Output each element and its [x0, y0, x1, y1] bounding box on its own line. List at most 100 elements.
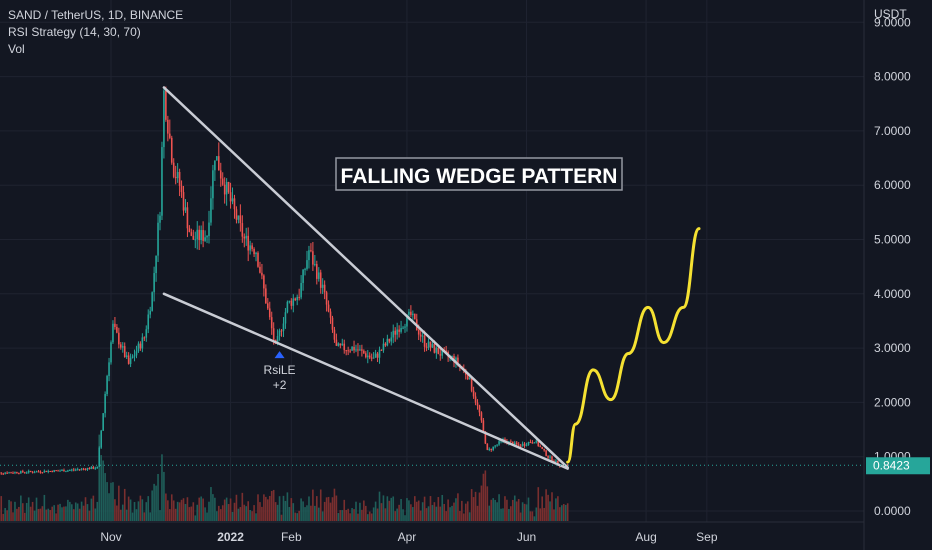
candle-body: [167, 119, 169, 134]
projection-line[interactable]: [566, 227, 701, 464]
volume-bar: [218, 505, 220, 521]
candle-body: [239, 215, 242, 224]
volume-bar: [67, 499, 69, 521]
candle-body: [519, 445, 522, 447]
wedge-lines[interactable]: [162, 86, 569, 470]
volume-bar: [0, 496, 3, 521]
candle-body: [290, 300, 293, 306]
last-price-value: 0.8423: [873, 458, 910, 472]
volume-bar: [459, 511, 461, 521]
volume-bar: [94, 508, 97, 521]
candle-body: [55, 470, 57, 472]
candle-body: [218, 156, 220, 171]
candle-body: [304, 268, 306, 270]
volume-bar: [268, 495, 271, 521]
volume-bar: [139, 495, 142, 521]
volume-bar: [259, 502, 261, 521]
volume-bar: [472, 497, 475, 521]
candle-body: [94, 468, 97, 470]
volume-bar: [147, 496, 150, 521]
volume-bar: [406, 498, 408, 521]
candle-body: [488, 448, 491, 450]
volume-bar: [288, 507, 291, 521]
volume-legend[interactable]: Vol: [8, 42, 25, 56]
candle-body: [229, 192, 232, 202]
volume-bar: [539, 508, 542, 521]
volume-bar: [80, 501, 83, 521]
price-tick-label: 8.0000: [874, 70, 911, 84]
candle-body: [231, 198, 234, 202]
candle-body: [527, 442, 530, 446]
symbol-title[interactable]: SAND / TetherUS, 1D, BINANCE: [8, 8, 184, 22]
candle-body: [196, 229, 199, 240]
candle-body: [116, 326, 118, 333]
candle-body: [184, 207, 187, 211]
candle-body: [100, 430, 102, 448]
candle-body: [353, 346, 355, 351]
volume-bar: [510, 506, 512, 521]
currency-unit: USDT: [874, 7, 907, 21]
projection-path[interactable]: [566, 227, 701, 464]
candle-body: [141, 337, 144, 349]
candle-body: [16, 472, 18, 474]
volume-bar: [55, 513, 57, 521]
candle-body: [543, 448, 545, 451]
volume-bar: [306, 505, 308, 521]
candle-body: [225, 181, 228, 195]
time-axis[interactable]: Nov 2022 Feb Apr Jun Aug Sep: [0, 521, 864, 544]
candle-body: [417, 329, 420, 335]
candle-body: [74, 469, 77, 471]
candle-body: [163, 90, 165, 148]
signal-marker[interactable]: RsiLE +2: [264, 351, 296, 392]
candle-body: [72, 469, 75, 471]
volume-bar: [519, 512, 522, 521]
candle-body: [380, 349, 383, 351]
wedge-lower-line[interactable]: [162, 292, 569, 470]
candle-body: [102, 413, 104, 431]
volume-bar: [327, 496, 330, 521]
volume-bar: [498, 494, 500, 521]
candle-body: [308, 250, 310, 261]
time-tick-label: Aug: [635, 530, 656, 544]
volume-bar: [216, 511, 218, 521]
volume-bar: [33, 510, 36, 521]
candle-body: [88, 468, 91, 470]
candle-body: [43, 470, 46, 473]
candle-body: [286, 301, 289, 313]
volume-bar: [388, 500, 391, 521]
wedge-upper-line[interactable]: [162, 86, 569, 469]
candle-body: [249, 245, 251, 251]
candle-body: [127, 355, 130, 364]
pattern-label-box[interactable]: FALLING WEDGE PATTERN: [335, 157, 623, 191]
volume-bar: [417, 500, 420, 521]
volume-bar: [92, 495, 95, 521]
indicator-legend[interactable]: RSI Strategy (14, 30, 70): [8, 25, 141, 39]
volume-bar: [221, 505, 224, 521]
volume-bar: [427, 506, 430, 521]
time-tick-label: Sep: [696, 530, 718, 544]
candle-body: [525, 445, 528, 447]
volume-bar: [4, 508, 6, 521]
candle-body: [153, 273, 155, 293]
volume-bar: [316, 496, 318, 521]
candle-body: [288, 300, 291, 302]
volume-bar: [114, 499, 116, 521]
candle-body: [376, 353, 379, 358]
volume-bar: [129, 499, 132, 521]
volume-bar: [331, 497, 334, 521]
candle-body: [188, 228, 191, 233]
candle-body: [151, 292, 153, 311]
volume-bar: [2, 513, 4, 521]
volume-bar: [433, 502, 436, 521]
volume-bar: [12, 512, 14, 521]
candle-body: [361, 349, 363, 351]
volume-bar: [161, 454, 163, 521]
volume-bar: [196, 504, 199, 521]
volume-bar: [478, 492, 481, 521]
candle-body: [296, 296, 298, 301]
volume-bar: [513, 495, 516, 521]
candle-body: [382, 343, 385, 351]
volume-bar: [137, 501, 140, 521]
volume-bar: [141, 499, 144, 521]
